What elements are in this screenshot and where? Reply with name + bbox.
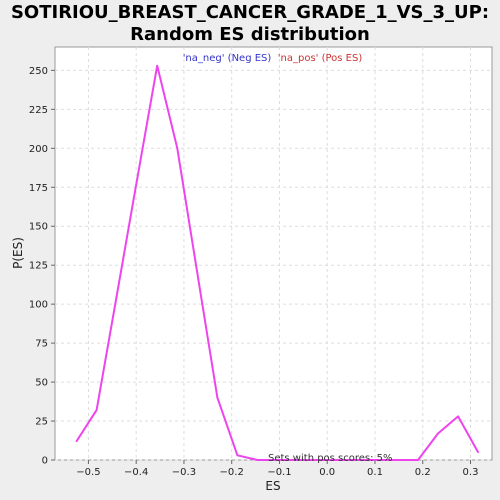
x-axis-label: ES: [265, 479, 280, 493]
y-tick-label: 250: [29, 66, 48, 77]
x-tick-label: −0.2: [220, 467, 244, 478]
y-tick-label: 150: [29, 222, 48, 233]
data-point: [356, 459, 359, 461]
data-point: [316, 459, 319, 461]
data-point: [417, 459, 419, 461]
x-tick-label: −0.1: [267, 467, 291, 478]
data-point: [176, 147, 179, 150]
data-point: [95, 409, 98, 411]
y-tick-label: 0: [42, 456, 48, 467]
grid-lines: [55, 47, 492, 461]
series-layer: [75, 64, 479, 461]
data-point: [156, 64, 159, 67]
chart-title-line1: SOTIRIOU_BREAST_CANCER_GRADE_1_VS_3_UP:: [11, 2, 489, 23]
data-point: [196, 272, 199, 274]
y-tick-label: 175: [29, 183, 48, 194]
data-point: [276, 459, 279, 461]
plot-area: [54, 46, 493, 461]
data-point: [437, 432, 439, 435]
pos-scores-annotation: Sets with pos scores: 5%: [268, 453, 393, 464]
x-tick-label: 0.1: [367, 467, 383, 478]
x-tick-label: 0.0: [319, 467, 335, 478]
data-point: [256, 459, 259, 461]
data-point: [216, 396, 219, 399]
data-point: [236, 454, 239, 457]
y-tick-label: 50: [35, 378, 48, 389]
data-point: [75, 440, 78, 443]
x-tick-label: −0.3: [172, 467, 196, 478]
y-tick-label: 75: [35, 339, 48, 350]
legend-neg-label: 'na_neg' (Neg ES): [183, 53, 272, 64]
legend-pos-label: 'na_pos' (Pos ES): [278, 53, 363, 64]
x-tick-label: 0.3: [463, 467, 479, 478]
data-point: [136, 178, 138, 181]
data-point: [377, 459, 379, 461]
data-point: [397, 459, 399, 461]
y-axis-label: P(ES): [11, 237, 25, 269]
data-point: [477, 451, 479, 454]
x-tick-label: −0.5: [76, 467, 100, 478]
y-tick-label: 125: [29, 261, 48, 272]
y-tick-label: 200: [29, 144, 48, 155]
chart-title-line2: Random ES distribution: [130, 24, 370, 45]
axes: 0 25 50 75 100 125 150 175 200 225 250 −0.5 −0.4 −0.3…: [29, 66, 479, 478]
x-tick-label: −0.4: [124, 467, 148, 478]
data-point: [457, 415, 459, 418]
y-tick-label: 25: [35, 417, 48, 428]
y-tick-label: 225: [29, 105, 48, 116]
data-point: [336, 459, 339, 461]
data-point: [115, 295, 118, 298]
data-point: [296, 459, 299, 461]
y-tick-label: 100: [29, 300, 48, 311]
x-tick-label: 0.2: [415, 467, 431, 478]
